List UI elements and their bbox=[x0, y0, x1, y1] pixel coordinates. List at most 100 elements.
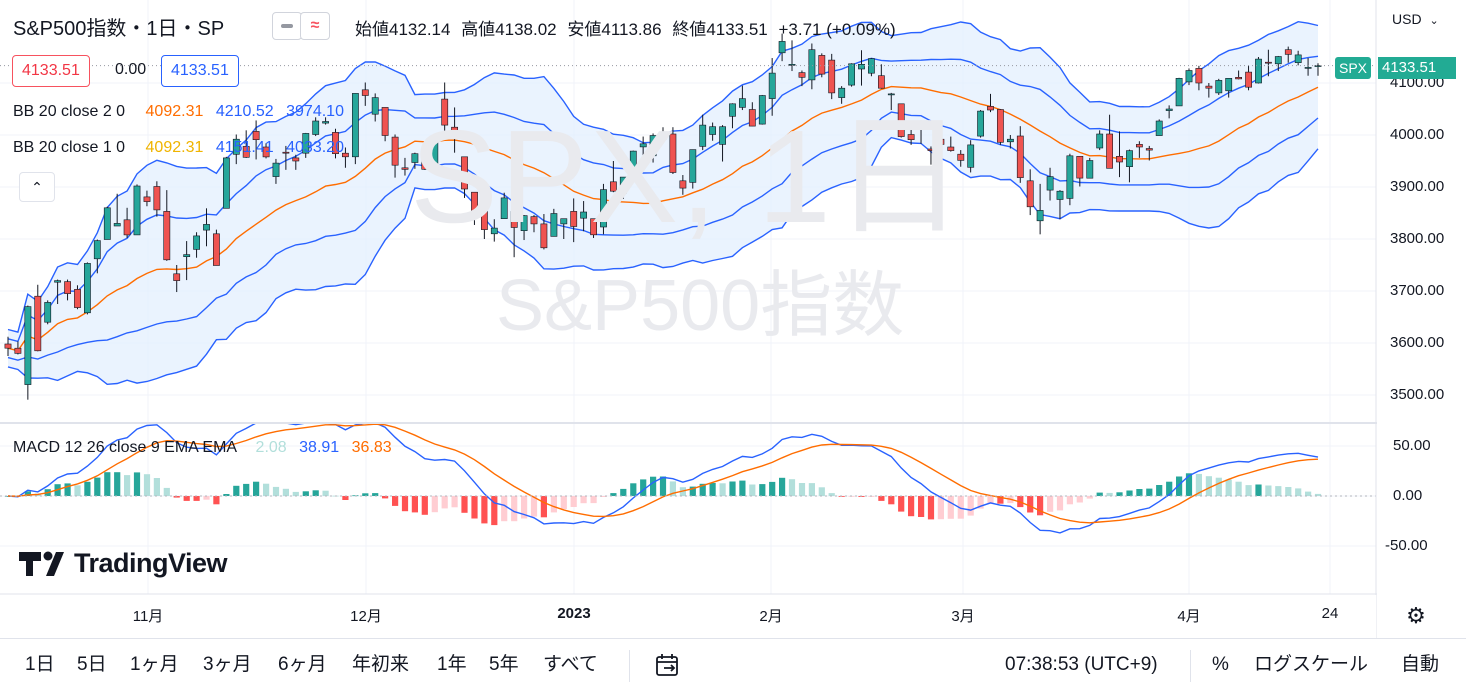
candle-body bbox=[699, 124, 707, 147]
macd-hist-bar bbox=[1176, 476, 1183, 496]
candle bbox=[1036, 183, 1044, 235]
symbol-title[interactable]: S&P500指数・1日・SP bbox=[13, 18, 225, 40]
macd-hist-bar bbox=[342, 496, 349, 500]
compare-button[interactable] bbox=[272, 12, 302, 40]
auto-scale-toggle[interactable]: 自動 bbox=[1401, 654, 1440, 675]
candle-body bbox=[1016, 135, 1024, 178]
candle bbox=[778, 33, 786, 62]
range-button[interactable]: 6ヶ月 bbox=[278, 654, 327, 675]
approx-icon: ≈ bbox=[310, 17, 320, 34]
high-value: 4138.02 bbox=[495, 20, 557, 39]
range-button[interactable]: 5日 bbox=[77, 654, 107, 675]
candle-body bbox=[1294, 54, 1302, 64]
candle-body bbox=[758, 95, 766, 125]
sell-button[interactable]: 4133.51 bbox=[12, 55, 90, 87]
time-tick-label: 2月 bbox=[759, 608, 783, 625]
candle-body bbox=[24, 306, 32, 385]
collapse-legend-button[interactable]: ⌃ bbox=[19, 172, 55, 202]
log-scale-toggle[interactable]: ログスケール bbox=[1254, 654, 1369, 675]
macd-hist-bar bbox=[282, 488, 289, 496]
percent-toggle[interactable]: % bbox=[1212, 654, 1229, 675]
price-tick-label: 3800.00 bbox=[1390, 230, 1445, 247]
candle bbox=[1265, 49, 1272, 77]
macd-hist-bar bbox=[1265, 485, 1272, 496]
macd-tick-label: -50.00 bbox=[1385, 537, 1428, 554]
time-tick-label: 11月 bbox=[132, 608, 164, 625]
range-button[interactable]: 年初来 bbox=[352, 654, 410, 675]
calendar-goto-icon bbox=[656, 654, 678, 676]
macd-hist-bar bbox=[620, 488, 627, 496]
macd-hist-bar bbox=[769, 481, 776, 496]
macd-hist-bar bbox=[1245, 485, 1252, 496]
candle bbox=[1106, 114, 1113, 169]
candle bbox=[719, 125, 726, 162]
candle bbox=[203, 208, 210, 247]
symbol-price-tag: SPX bbox=[1335, 57, 1371, 79]
bb2-legend[interactable]: BB 20 close 2 0 4092.31 4210.52 3974.10 bbox=[13, 102, 352, 122]
candle-body bbox=[1225, 78, 1233, 92]
candle bbox=[500, 192, 508, 219]
candle-body bbox=[1245, 71, 1252, 88]
macd-hist-bar bbox=[957, 496, 964, 519]
candle-body bbox=[361, 89, 369, 96]
chart-settings-button[interactable]: ⚙ bbox=[1403, 603, 1429, 629]
candle bbox=[659, 127, 667, 144]
macd-hist-bar bbox=[253, 481, 260, 496]
low-label: 安値 bbox=[567, 20, 602, 39]
candle bbox=[292, 154, 300, 170]
candle bbox=[1056, 190, 1064, 220]
macd-hist-bar bbox=[987, 496, 994, 504]
tradingview-logo[interactable]: TradingView bbox=[17, 548, 228, 583]
macd-hist-bar bbox=[947, 496, 954, 519]
candle bbox=[858, 50, 865, 86]
signal-line bbox=[7, 423, 1319, 524]
macd-legend[interactable]: MACD 12 26 close 9 EMA EMA 2.08 38.91 36… bbox=[13, 438, 400, 458]
candle-body bbox=[1096, 133, 1104, 149]
indicators-button[interactable]: ≈ bbox=[300, 12, 330, 40]
macd-hist-bar bbox=[580, 496, 587, 504]
candle bbox=[213, 229, 220, 266]
candle-body bbox=[1314, 65, 1322, 67]
candle bbox=[738, 85, 746, 111]
candle-body bbox=[322, 121, 329, 124]
candle-body bbox=[1265, 61, 1272, 64]
range-button[interactable]: 1日 bbox=[25, 654, 55, 675]
range-button[interactable]: 5年 bbox=[489, 654, 519, 675]
buy-button[interactable]: 4133.51 bbox=[161, 55, 239, 87]
candle-body bbox=[371, 97, 379, 115]
bb1-label: BB 20 close 1 0 bbox=[13, 139, 126, 156]
candle bbox=[1314, 63, 1322, 76]
candle-body bbox=[282, 151, 290, 154]
candle bbox=[173, 265, 181, 293]
candle bbox=[808, 43, 816, 90]
candle-body bbox=[828, 59, 836, 94]
bb-lower-1 bbox=[7, 111, 1319, 361]
candle bbox=[1205, 83, 1213, 98]
range-button[interactable]: 1ヶ月 bbox=[130, 654, 179, 675]
tradingview-logo-text: TradingView bbox=[74, 548, 228, 578]
macd-tick-label: 50.00 bbox=[1393, 437, 1431, 454]
macd-hist-bar bbox=[392, 496, 399, 506]
candle bbox=[411, 152, 419, 169]
candle bbox=[153, 181, 161, 217]
candle bbox=[232, 134, 240, 165]
range-button[interactable]: 3ヶ月 bbox=[203, 654, 252, 675]
macd-hist-bar bbox=[709, 483, 716, 496]
time-tick-label: 3月 bbox=[951, 608, 975, 625]
range-button[interactable]: すべて bbox=[543, 654, 598, 675]
clock[interactable]: 07:38:53 (UTC+9) bbox=[1005, 654, 1158, 675]
range-button[interactable]: 1年 bbox=[437, 654, 467, 675]
macd-hist-bar bbox=[788, 479, 796, 496]
candle-body bbox=[153, 186, 161, 211]
open-label: 始値 bbox=[355, 20, 389, 39]
currency-selector[interactable]: USD ⌄ bbox=[1392, 11, 1439, 27]
macd-hist-bar bbox=[124, 475, 131, 496]
candle bbox=[1215, 78, 1223, 95]
macd-hist-bar bbox=[798, 483, 806, 496]
goto-date-button[interactable] bbox=[655, 652, 683, 683]
bb1-legend[interactable]: BB 20 close 1 0 4092.31 4151.41 4033.20 bbox=[13, 138, 352, 158]
candle-body bbox=[1175, 78, 1183, 107]
macd-hist-bar bbox=[1295, 488, 1302, 496]
candle bbox=[590, 218, 597, 238]
